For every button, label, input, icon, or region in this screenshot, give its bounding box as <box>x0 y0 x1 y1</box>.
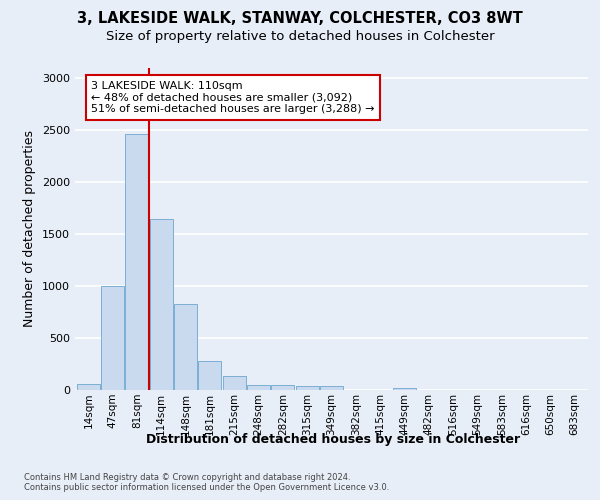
Bar <box>174 304 197 390</box>
Bar <box>320 386 343 390</box>
Text: Distribution of detached houses by size in Colchester: Distribution of detached houses by size … <box>146 432 520 446</box>
Text: 3, LAKESIDE WALK, STANWAY, COLCHESTER, CO3 8WT: 3, LAKESIDE WALK, STANWAY, COLCHESTER, C… <box>77 11 523 26</box>
Bar <box>77 384 100 390</box>
Bar <box>101 286 124 390</box>
Bar <box>223 376 246 390</box>
Text: 3 LAKESIDE WALK: 110sqm
← 48% of detached houses are smaller (3,092)
51% of semi: 3 LAKESIDE WALK: 110sqm ← 48% of detache… <box>91 81 375 114</box>
Bar <box>393 388 416 390</box>
Bar <box>150 220 173 390</box>
Y-axis label: Number of detached properties: Number of detached properties <box>23 130 37 327</box>
Bar <box>247 386 270 390</box>
Text: Contains HM Land Registry data © Crown copyright and database right 2024.
Contai: Contains HM Land Registry data © Crown c… <box>24 472 389 492</box>
Bar <box>125 134 149 390</box>
Bar <box>296 386 319 390</box>
Bar <box>271 386 295 390</box>
Text: Size of property relative to detached houses in Colchester: Size of property relative to detached ho… <box>106 30 494 43</box>
Bar <box>199 362 221 390</box>
